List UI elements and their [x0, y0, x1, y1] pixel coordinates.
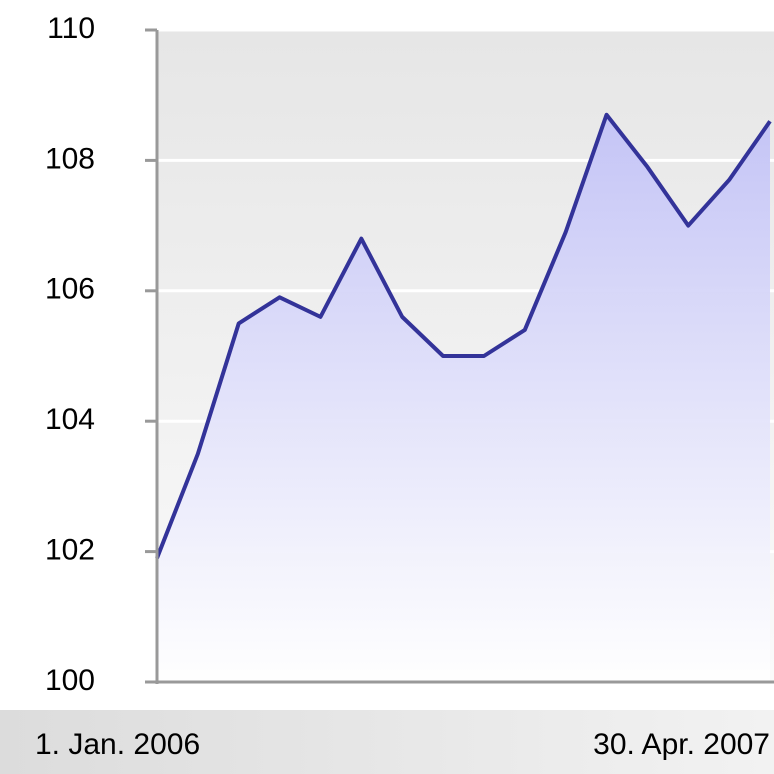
- y-tick-label: 106: [45, 273, 95, 306]
- y-tick-label: 102: [45, 534, 95, 567]
- y-tick-label: 108: [45, 142, 95, 175]
- x-tick-label: 1. Jan. 2006: [35, 728, 200, 761]
- y-tick-label: 104: [45, 403, 95, 436]
- line: [155, 112, 772, 559]
- area: [157, 114, 770, 682]
- x-tick-label: 30. Apr. 2007: [593, 728, 770, 761]
- x-label-strip: [0, 710, 774, 774]
- y-tick-label: 110: [47, 12, 95, 45]
- y-tick-label: 100: [45, 664, 95, 697]
